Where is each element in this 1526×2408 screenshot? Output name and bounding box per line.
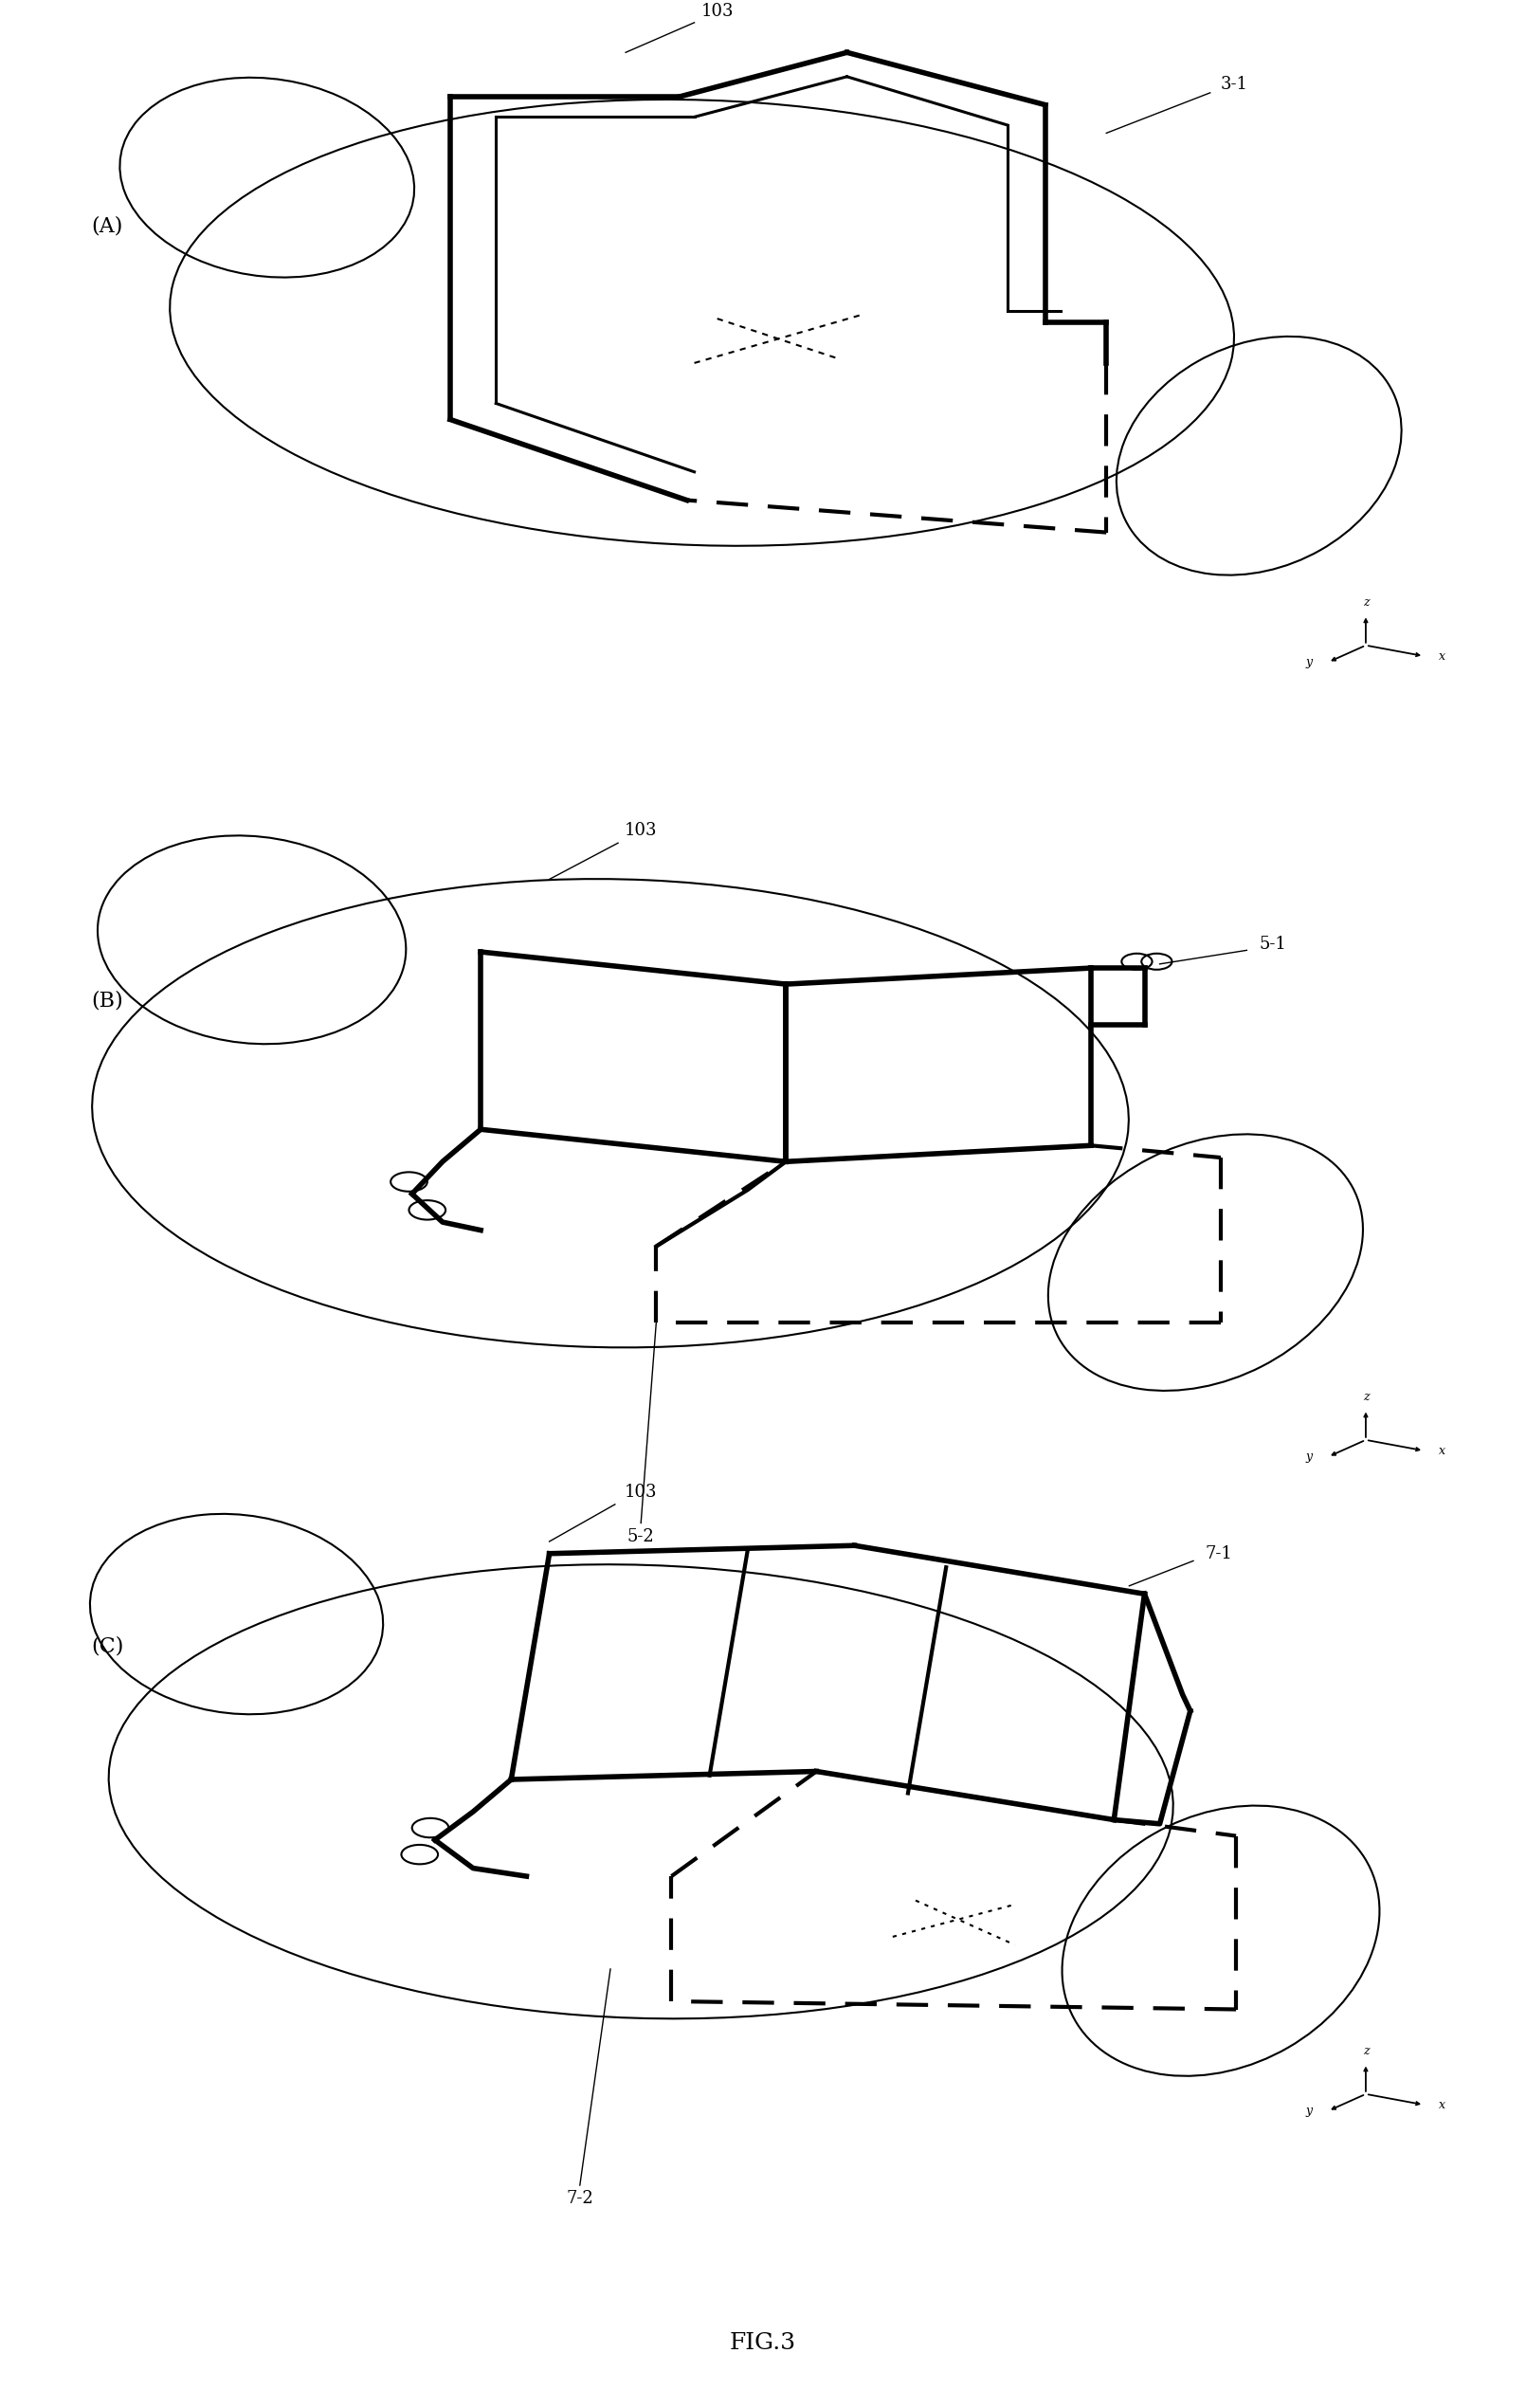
Text: 7-1: 7-1: [1206, 1546, 1233, 1563]
Text: (C): (C): [92, 1635, 124, 1657]
Text: z: z: [1363, 595, 1369, 609]
Text: y: y: [1306, 2105, 1312, 2117]
Text: FIG.3: FIG.3: [729, 2331, 797, 2355]
Text: 3-1: 3-1: [1221, 77, 1248, 94]
Text: z: z: [1363, 2044, 1369, 2056]
Text: 103: 103: [624, 1483, 658, 1500]
Text: 5-1: 5-1: [1259, 934, 1286, 951]
Text: x: x: [1439, 2100, 1445, 2112]
Text: 103: 103: [700, 2, 734, 19]
Text: z: z: [1363, 1389, 1369, 1404]
Text: x: x: [1439, 650, 1445, 662]
Text: 5-2: 5-2: [627, 1529, 655, 1546]
Text: (A): (A): [92, 214, 124, 236]
Text: y: y: [1306, 1450, 1312, 1464]
Text: (B): (B): [92, 990, 124, 1011]
Text: 103: 103: [624, 821, 658, 838]
Text: y: y: [1306, 655, 1312, 669]
Text: 7-2: 7-2: [566, 2191, 594, 2208]
Text: x: x: [1439, 1445, 1445, 1457]
